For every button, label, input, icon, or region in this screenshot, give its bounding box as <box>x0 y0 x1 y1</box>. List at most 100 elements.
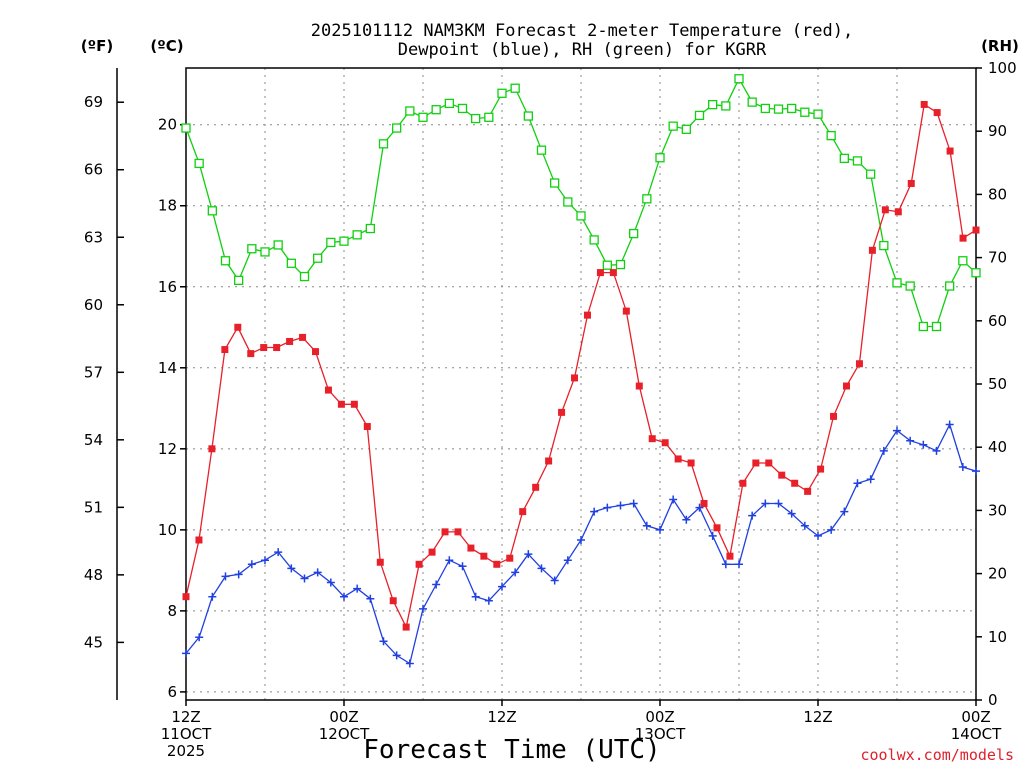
time-tick-label: 00Z <box>645 708 674 726</box>
dewpoint-point <box>392 651 401 660</box>
rh-point <box>299 271 310 282</box>
rh-point <box>892 278 902 288</box>
dewpoint-point <box>629 499 638 508</box>
celsius-tick-label: 10 <box>158 521 177 539</box>
unit-label-rh: (RH) <box>981 37 1019 55</box>
temperature-point <box>726 552 734 560</box>
dewpoint-point <box>577 535 585 544</box>
dewpoint-point <box>787 509 796 518</box>
temperature-point <box>493 560 501 568</box>
rh-point <box>536 145 547 155</box>
temperature-point <box>506 554 514 562</box>
rh-point <box>945 281 955 291</box>
dewpoint-point <box>471 592 480 601</box>
temperature-point <box>441 528 449 536</box>
temperature-point <box>299 333 307 341</box>
rh-point <box>826 130 836 141</box>
temperature-point <box>260 344 268 352</box>
time-tick-label: 11OCT <box>161 725 212 743</box>
rh-point <box>392 123 402 133</box>
rh-point <box>787 103 797 114</box>
rh-tick-label: 30 <box>988 501 1007 519</box>
temperature-point <box>337 400 345 408</box>
fahrenheit-tick-label: 48 <box>84 566 103 584</box>
rh-point <box>694 110 705 121</box>
temperature-point <box>234 323 242 331</box>
chart-title-line2: Dewpoint (blue), RH (green) for KGRR <box>398 40 767 60</box>
fahrenheit-tick-label: 60 <box>84 296 103 314</box>
temperature-point <box>350 400 358 408</box>
time-tick-label: 14OCT <box>951 725 1002 743</box>
temperature-point <box>946 147 954 155</box>
temperature-point <box>765 459 773 467</box>
rh-point <box>905 281 915 291</box>
dewpoint-point <box>563 556 572 565</box>
dewpoint-point <box>682 515 691 524</box>
rh-point <box>918 321 928 332</box>
rh-point <box>668 121 678 131</box>
temperature-point <box>648 435 656 443</box>
temperature-line <box>185 103 977 630</box>
dewpoint-point <box>906 436 915 445</box>
dewpoint-point <box>458 562 467 571</box>
temperature-point <box>312 348 320 356</box>
fahrenheit-tick-label: 69 <box>84 93 103 111</box>
rh-point <box>194 158 204 169</box>
temperature-point <box>959 234 967 242</box>
dewpoint-point <box>550 576 559 585</box>
celsius-tick-label: 18 <box>158 197 177 215</box>
dewpoint-point <box>313 568 322 577</box>
rh-tick-label: 10 <box>988 628 1007 646</box>
rh-point <box>576 211 586 221</box>
temperature-point <box>661 439 669 447</box>
dewpoint-point <box>958 463 967 472</box>
rh-point <box>747 97 757 107</box>
rh-point <box>326 237 336 248</box>
dewpoint-point <box>379 637 388 646</box>
rh-point <box>273 240 283 250</box>
rh-point <box>813 109 823 119</box>
dewpoint-point <box>300 574 309 583</box>
dewpoint-point <box>511 568 520 577</box>
rh-point <box>405 106 415 116</box>
temperature-series <box>182 100 980 631</box>
rh-point <box>615 259 626 270</box>
time-tick-label: 12Z <box>487 708 516 726</box>
rh-series <box>181 74 981 332</box>
rh-tick-label: 90 <box>988 122 1007 140</box>
celsius-tick-label: 6 <box>167 683 177 701</box>
temperature-point <box>868 246 876 254</box>
dewpoint-point <box>721 560 730 569</box>
rh-tick-label: 0 <box>988 691 998 709</box>
temperature-point <box>247 350 255 358</box>
temperature-point <box>480 552 488 560</box>
dewpoint-point <box>800 521 809 530</box>
rh-point <box>655 153 665 163</box>
dewpoint-point <box>498 582 506 591</box>
temperature-point <box>558 408 566 416</box>
rh-tick-label: 70 <box>988 249 1007 267</box>
temperature-point <box>519 508 527 516</box>
dewpoint-point <box>972 467 980 476</box>
time-tick-label: 12Z <box>171 708 200 726</box>
rh-point <box>431 105 441 115</box>
temperature-point <box>972 226 980 234</box>
rh-point <box>523 111 533 121</box>
celsius-tick-label: 8 <box>167 602 177 620</box>
temperature-point <box>571 374 579 382</box>
temperature-point <box>635 382 643 390</box>
dewpoint-point <box>616 501 625 510</box>
fahrenheit-tick-label: 57 <box>84 363 103 381</box>
fahrenheit-tick-label: 45 <box>84 633 103 651</box>
rh-point <box>773 104 784 114</box>
dewpoint-point <box>432 580 441 589</box>
celsius-tick-label: 20 <box>158 116 177 134</box>
temperature-point <box>700 500 708 508</box>
dewpoint-series <box>182 420 980 668</box>
dewpoint-point <box>445 556 454 565</box>
temperature-point <box>687 459 695 467</box>
rh-point <box>207 206 217 216</box>
rh-point <box>457 103 468 114</box>
temperature-point <box>532 483 540 491</box>
dewpoint-point <box>932 446 941 455</box>
